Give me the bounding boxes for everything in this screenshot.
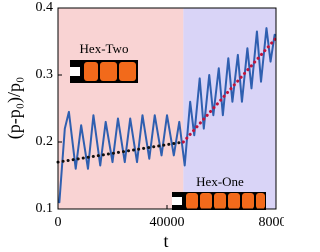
x-tick-label: 0	[55, 215, 62, 230]
annotation: Hex-One	[196, 174, 244, 189]
annotation: Hex-Two	[80, 41, 129, 56]
x-tick-label: 80000	[259, 215, 285, 230]
y-tick-label: 0.3	[36, 67, 54, 82]
hex-two-icon	[70, 60, 138, 83]
chart: Hex-Two Hex-One t (p-p₀)/p₀ 0.1 0.2 0.3 0.4…	[4, 0, 285, 251]
x-tick-label: 40000	[150, 215, 185, 230]
series-line	[181, 36, 278, 144]
plot	[56, 27, 278, 204]
y-axis-label: (p-p₀)/p₀	[4, 77, 25, 140]
y-tick-label: 0.1	[36, 201, 54, 216]
region	[58, 8, 184, 209]
y-tick-label: 0.4	[36, 0, 54, 15]
region	[183, 8, 276, 209]
series-line	[58, 27, 276, 204]
hex-one-icon	[172, 192, 266, 210]
series-line	[56, 140, 185, 164]
x-axis-label: t	[163, 231, 168, 251]
backgrounds	[58, 8, 276, 209]
y-tick-label: 0.2	[36, 134, 54, 149]
